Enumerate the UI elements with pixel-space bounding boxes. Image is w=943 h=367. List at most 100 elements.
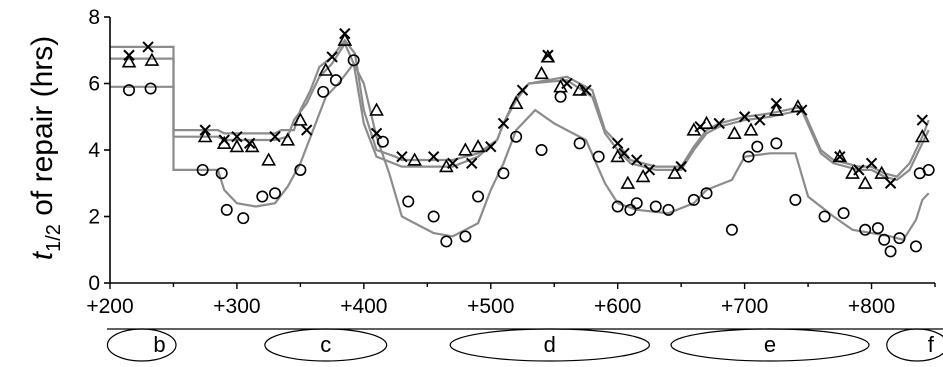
data-point-x-19 bbox=[542, 49, 554, 61]
data-point-circle-40 bbox=[871, 222, 884, 235]
data-point-x-26 bbox=[675, 160, 687, 173]
data-point-x-13 bbox=[427, 150, 440, 163]
data-point-circle-27 bbox=[630, 197, 643, 210]
data-point-circle-18 bbox=[472, 190, 485, 203]
data-point-circle-17 bbox=[459, 230, 472, 243]
y-axis-title-rest: of repair (hrs) bbox=[26, 36, 59, 224]
segment-ellipse-d bbox=[449, 328, 651, 362]
data-point-circle-16 bbox=[440, 235, 453, 248]
y-tick-label-2: 2 bbox=[88, 206, 100, 229]
data-point-x-33 bbox=[834, 150, 846, 163]
data-point-triangle-34 bbox=[857, 175, 873, 189]
data-point-circle-10 bbox=[317, 85, 330, 98]
y-tick-label-4: 4 bbox=[88, 139, 100, 162]
x-tick-label-300: +300 bbox=[213, 295, 260, 318]
data-point-triangle-26 bbox=[686, 122, 702, 136]
data-point-x-21 bbox=[580, 84, 592, 96]
data-point-triangle-6 bbox=[244, 139, 260, 153]
data-point-triangle-22 bbox=[610, 149, 626, 163]
data-point-triangle-30 bbox=[768, 102, 784, 116]
data-point-circle-37 bbox=[818, 210, 831, 223]
data-point-circle-44 bbox=[909, 240, 922, 253]
data-point-triangle-1 bbox=[121, 54, 137, 68]
data-point-circle-12 bbox=[347, 54, 360, 67]
markers-layer bbox=[121, 27, 935, 258]
data-point-circle-15 bbox=[427, 210, 440, 223]
data-point-triangle-2 bbox=[144, 52, 160, 66]
data-point-triangle-7 bbox=[261, 152, 277, 166]
data-point-x-37 bbox=[916, 114, 929, 126]
data-point-triangle-3 bbox=[197, 129, 213, 143]
data-point-x-30 bbox=[754, 114, 766, 126]
data-point-circle-19 bbox=[497, 167, 510, 180]
data-point-x-25 bbox=[643, 164, 656, 176]
data-point-triangle-12 bbox=[369, 102, 384, 116]
data-point-circle-35 bbox=[770, 137, 783, 150]
data-point-triangle-21 bbox=[572, 82, 587, 96]
data-point-circle-13 bbox=[376, 135, 389, 148]
data-point-circle-38 bbox=[837, 207, 850, 220]
data-point-circle-26 bbox=[624, 203, 637, 216]
data-point-triangle-31 bbox=[790, 99, 806, 113]
data-point-triangle-5 bbox=[229, 139, 245, 153]
data-point-circle-39 bbox=[859, 223, 872, 236]
data-point-circle-29 bbox=[662, 203, 675, 216]
data-point-x-17 bbox=[497, 117, 510, 130]
segment-label-b: b bbox=[153, 332, 165, 357]
data-point-x-18 bbox=[516, 84, 529, 96]
y-axis-title-sub: 1/2 bbox=[43, 224, 65, 252]
y-axis-title-t: t bbox=[26, 250, 59, 260]
data-point-triangle-15 bbox=[458, 142, 473, 156]
y-tick-label-6: 6 bbox=[88, 73, 100, 96]
x-tick-label-400: +400 bbox=[340, 295, 387, 318]
data-point-triangle-10 bbox=[318, 62, 334, 76]
data-point-x-28 bbox=[713, 117, 725, 130]
data-point-x-15 bbox=[466, 157, 478, 170]
x-tick-label-200: +200 bbox=[86, 295, 133, 318]
data-point-circle-32 bbox=[725, 223, 738, 236]
data-point-x-2 bbox=[142, 41, 154, 53]
data-point-triangle-8 bbox=[280, 132, 296, 146]
data-point-triangle-27 bbox=[699, 115, 714, 129]
data-point-circle-41 bbox=[878, 233, 891, 246]
data-point-triangle-11 bbox=[337, 32, 353, 46]
data-point-x-16 bbox=[485, 140, 497, 153]
data-point-circle-43 bbox=[893, 232, 906, 245]
data-point-circle-2 bbox=[144, 82, 157, 95]
data-point-x-12 bbox=[396, 150, 408, 163]
data-point-circle-5 bbox=[220, 203, 233, 216]
data-point-triangle-35 bbox=[874, 165, 890, 179]
data-point-circle-4 bbox=[215, 167, 228, 180]
data-point-triangle-29 bbox=[743, 122, 759, 136]
data-point-triangle-19 bbox=[540, 49, 556, 63]
y-axis-title: t1/2 of repair (hrs) bbox=[26, 36, 65, 261]
data-point-triangle-24 bbox=[635, 168, 651, 183]
trend-line-2 bbox=[110, 41, 930, 182]
data-point-x-32 bbox=[796, 104, 808, 116]
data-point-circle-21 bbox=[535, 144, 548, 157]
data-point-circle-36 bbox=[789, 193, 802, 206]
data-point-triangle-33 bbox=[845, 165, 860, 179]
data-point-triangle-4 bbox=[216, 135, 232, 149]
segment-ellipse-b bbox=[106, 328, 177, 362]
y-tick-label-0: 0 bbox=[88, 272, 100, 295]
data-point-x-7 bbox=[269, 130, 281, 143]
data-point-circle-20 bbox=[510, 130, 523, 143]
data-point-circle-34 bbox=[751, 140, 764, 153]
data-point-circle-23 bbox=[573, 137, 586, 150]
data-point-x-8 bbox=[301, 124, 313, 136]
x-tick-label-600: +600 bbox=[594, 295, 641, 318]
axes-layer: 0 2 4 6 8 +200 +300 +400 +500 +600 +700 +800 bbox=[86, 6, 936, 318]
segment-label-c: c bbox=[320, 332, 331, 357]
data-point-triangle-18 bbox=[534, 65, 549, 80]
segment-label-e: e bbox=[764, 332, 776, 357]
data-point-triangle-36 bbox=[914, 129, 930, 143]
segment-ellipse-f bbox=[886, 328, 943, 362]
data-point-x-22 bbox=[611, 137, 624, 150]
data-point-triangle-28 bbox=[727, 125, 742, 139]
data-point-triangle-13 bbox=[407, 152, 422, 166]
data-point-circle-22 bbox=[554, 90, 567, 103]
data-point-x-35 bbox=[865, 157, 878, 170]
data-point-circle-7 bbox=[256, 190, 269, 203]
data-point-triangle-14 bbox=[438, 158, 454, 173]
